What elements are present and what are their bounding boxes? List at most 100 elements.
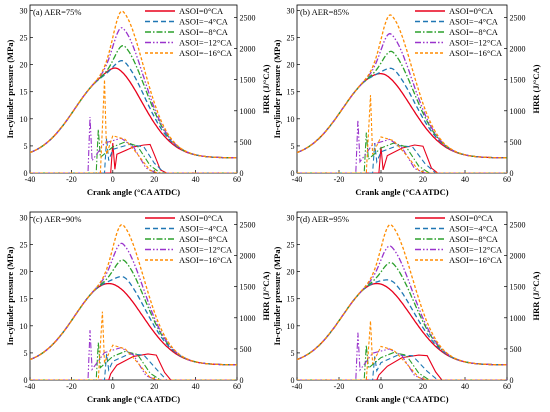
x-tick-label: -20	[334, 175, 345, 184]
series-group	[30, 223, 237, 380]
y-tick-label: 25	[20, 34, 28, 43]
y-tick-label: 5	[291, 349, 295, 358]
pressure-line	[30, 259, 237, 366]
x-tick-label: 20	[150, 382, 158, 391]
x-axis-label: Crank angle (°CA ATDC)	[355, 394, 448, 404]
y-tick-label: 0	[24, 376, 28, 385]
y-tick-label: 20	[20, 61, 28, 70]
y-tick-label: 15	[287, 88, 295, 97]
x-tick-label: -40	[292, 382, 303, 391]
y2-tick-label: 2000	[510, 252, 526, 261]
hrr-line	[297, 354, 507, 380]
y-tick-label: 10	[287, 115, 295, 124]
y-tick-label: 15	[287, 295, 295, 304]
x-tick-label: 40	[461, 382, 469, 391]
y-tick-label: 15	[20, 295, 28, 304]
y2-tick-label: 0	[240, 376, 244, 385]
y-axis-label: In-cylinder pressure (MPa)	[5, 39, 15, 138]
legend-entry: ASOI=−16°CA	[449, 255, 503, 265]
y-tick-label: 20	[287, 268, 295, 277]
legend-entry: ASOI=0°CA	[449, 6, 494, 16]
y2-tick-label: 2000	[240, 252, 256, 261]
x-tick-label: 0	[379, 175, 383, 184]
y2-tick-label: 1000	[240, 314, 256, 323]
legend: ASOI=0°CAASOI=−4°CAASOI=−8°CAASOI=−12°CA…	[145, 213, 233, 265]
y2-tick-label: 2500	[240, 220, 256, 229]
legend-entry: ASOI=−4°CA	[449, 17, 499, 27]
hrr-line	[297, 95, 507, 173]
y-tick-label: 30	[20, 213, 28, 222]
x-tick-label: -20	[66, 382, 77, 391]
x-tick-label: 20	[419, 382, 427, 391]
hrr-line	[30, 342, 237, 380]
pressure-line	[30, 275, 237, 366]
hrr-line	[30, 330, 237, 380]
chart-panel-4: -40 -20 0 20 40 60051015202530050010001500200…	[272, 211, 541, 404]
legend-entry: ASOI=−16°CA	[179, 255, 233, 265]
y2-axis-label: HRR (J/°CA)	[531, 271, 541, 320]
x-tick-label: -40	[292, 175, 303, 184]
x-tick-label: -40	[25, 175, 36, 184]
pressure-line	[297, 50, 507, 159]
plot-frame	[296, 211, 508, 381]
y2-tick-label: 1000	[510, 314, 526, 323]
y-tick-label: 0	[24, 169, 28, 178]
x-tick-label: 0	[111, 382, 115, 391]
hrr-line	[297, 144, 507, 173]
x-tick-label: 20	[419, 175, 427, 184]
y-tick-label: 20	[287, 61, 295, 70]
hrr-line	[297, 132, 507, 173]
plot-frame	[296, 4, 508, 174]
hrr-line	[30, 138, 237, 173]
legend-entry: ASOI=−16°CA	[179, 48, 233, 58]
y-tick-label: 30	[20, 6, 28, 15]
y2-tick-label: 2500	[510, 220, 526, 229]
legend-entry: ASOI=−12°CA	[449, 245, 503, 255]
x-axis-label: Crank angle (°CA ATDC)	[87, 187, 180, 197]
y-tick-label: 25	[287, 241, 295, 250]
y-tick-label: 0	[291, 169, 295, 178]
y2-tick-label: 0	[510, 169, 514, 178]
plot-frame	[29, 4, 238, 174]
legend-entry: ASOI=−4°CA	[449, 224, 499, 234]
pressure-line	[30, 223, 237, 366]
y2-tick-label: 2000	[240, 45, 256, 54]
legend-entry: ASOI=0°CA	[449, 213, 494, 223]
legend-entry: ASOI=−8°CA	[179, 234, 229, 244]
x-tick-label: -20	[334, 382, 345, 391]
legend: ASOI=0°CAASOI=−4°CAASOI=−8°CAASOI=−12°CA…	[415, 213, 503, 265]
hrr-line	[30, 353, 237, 380]
x-tick-label: 0	[111, 175, 115, 184]
x-tick-label: 40	[192, 382, 200, 391]
pressure-line	[30, 60, 237, 159]
y2-tick-label: 500	[510, 345, 522, 354]
x-tick-label: 20	[150, 175, 158, 184]
hrr-line	[297, 120, 507, 173]
pressure-line	[297, 67, 507, 159]
x-tick-label: 60	[233, 175, 241, 184]
pressure-line	[297, 223, 507, 366]
y-tick-label: 5	[24, 349, 28, 358]
y-tick-label: 15	[20, 88, 28, 97]
y2-tick-label: 2500	[510, 13, 526, 22]
legend-entry: ASOI=0°CA	[179, 213, 224, 223]
chart-panel-2: -40 -20 0 20 40 60051015202530050010001500200…	[272, 4, 541, 197]
y2-axis-label: HRR (J/°CA)	[261, 271, 271, 320]
y2-tick-label: 1000	[510, 107, 526, 116]
legend-entry: ASOI=−16°CA	[449, 48, 503, 58]
y2-tick-label: 1000	[240, 107, 256, 116]
legend-entry: ASOI=0°CA	[179, 6, 224, 16]
legend: ASOI=0°CAASOI=−4°CAASOI=−8°CAASOI=−12°CA…	[415, 6, 503, 58]
y2-tick-label: 1500	[240, 76, 256, 85]
y2-tick-label: 0	[510, 376, 514, 385]
legend-entry: ASOI=−8°CA	[449, 27, 499, 37]
pressure-line	[297, 282, 507, 366]
y2-tick-label: 1500	[240, 283, 256, 292]
y2-axis-label: HRR (J/°CA)	[261, 64, 271, 113]
x-tick-label: 40	[192, 175, 200, 184]
y-tick-label: 10	[20, 115, 28, 124]
series-group	[30, 10, 237, 173]
y2-tick-label: 1500	[510, 76, 526, 85]
x-tick-label: -20	[66, 175, 77, 184]
